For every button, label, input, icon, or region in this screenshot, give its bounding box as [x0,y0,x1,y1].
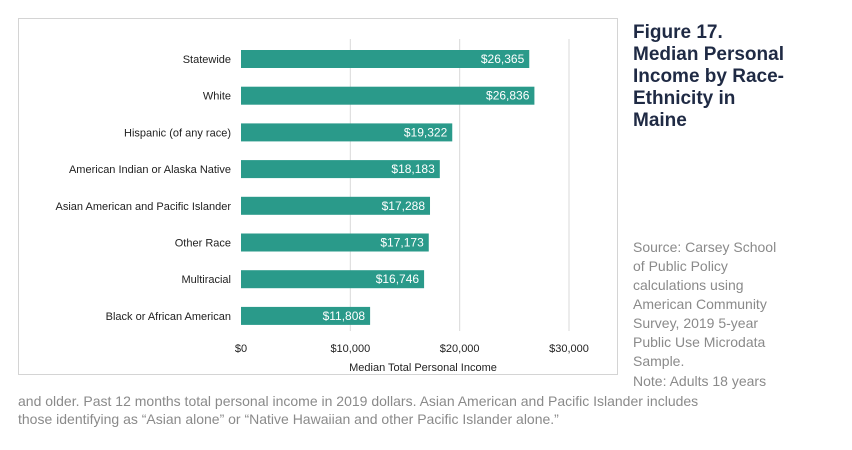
x-tick-label: $20,000 [440,343,480,355]
data-label: $26,836 [486,89,530,103]
data-label: $17,173 [380,236,424,250]
source-line: calculations using [633,277,744,293]
bar [241,160,440,179]
note-line: those identifying as “Asian alone” or “N… [18,411,559,427]
bar [241,86,535,105]
category-label: White [203,91,231,103]
chart-container: Statewide $26,365 White $26,836 Hispanic (of… [18,18,618,375]
bar-chart: Statewide $26,365 White $26,836 Hispanic (of… [56,39,589,374]
x-tick-label: $30,000 [549,343,589,355]
source-line: Public Use Microdata [633,334,766,350]
source-line: Source: Carsey School [633,239,777,255]
figure-title: Figure 17. Median Personal Income by Rac… [633,22,843,132]
note-line: and older. Past 12 months total personal… [18,393,699,409]
category-label: Statewide [183,54,231,66]
category-label: Hispanic (of any race) [124,127,231,139]
x-axis-title: Median Total Personal Income [349,362,497,374]
bar [241,270,425,289]
category-label: Other Race [175,238,231,250]
data-label: $26,365 [481,52,525,66]
bar [241,50,530,68]
x-tick-label: $10,000 [330,343,370,355]
source-line: American Community [633,296,767,312]
note-first-line: Note: Adults 18 years [633,373,767,389]
bar [241,233,429,252]
category-label: Black or African American [106,311,231,323]
category-label: American Indian or Alaska Native [69,164,231,176]
source-line: Survey, 2019 5-year [633,315,759,331]
figure-title-line: Ethnicity in [633,88,736,109]
figure-title-line: Income by Race- [633,66,784,87]
source-line: Sample. [633,353,685,369]
data-label: $11,808 [323,309,366,323]
note-text: and older. Past 12 months total personal… [18,392,838,428]
category-label: Multiracial [181,274,231,286]
category-label: Asian American and Pacific Islander [56,201,232,213]
data-label: $17,288 [382,199,426,213]
figure-title-line: Maine [633,110,687,131]
bar [241,196,431,215]
figure-title-line: Median Personal [633,44,784,65]
figure-title-line: Figure 17. [633,22,723,43]
bar [241,306,371,325]
source-line: of Public Policy [633,258,728,274]
source-note: Source: Carsey School of Public Policy c… [633,238,823,371]
bar [241,123,453,142]
data-label: $19,322 [404,125,448,139]
x-tick-label: $0 [235,343,247,355]
data-label: $18,183 [391,162,435,176]
data-label: $16,746 [376,272,420,286]
